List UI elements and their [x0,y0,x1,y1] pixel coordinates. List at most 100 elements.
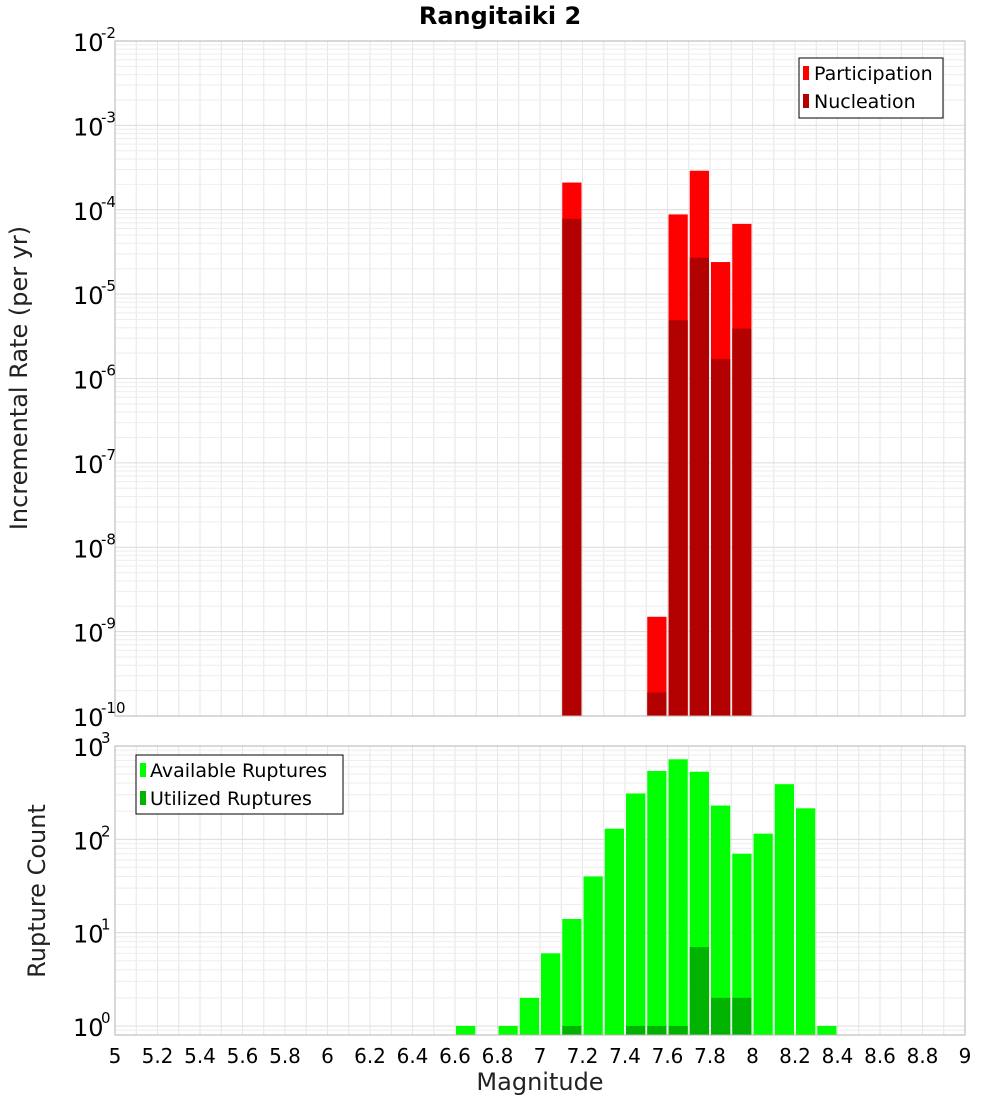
bar-utilized-ruptures-7.95 [732,997,752,1035]
svg-text:-5: -5 [101,277,116,295]
x-tick-label: 8.2 [779,1044,811,1068]
bar-available-ruptures-8.15 [774,784,794,1035]
svg-text:10: 10 [73,29,104,57]
y-tick-label: 10-3 [73,108,116,141]
bar-nucleation-7.95 [732,328,752,716]
svg-text:10: 10 [73,198,104,226]
svg-text:-3: -3 [101,108,116,126]
svg-text:10: 10 [73,535,104,563]
svg-text:10: 10 [73,367,104,395]
bar-available-ruptures-7.15 [562,919,582,1035]
legend-label-nucleation: Nucleation [814,91,916,113]
bar-nucleation-7.55 [647,692,667,716]
y-tick-label: 10-10 [73,699,126,732]
bar-nucleation-7.85 [711,359,731,716]
svg-text:10: 10 [73,921,104,949]
x-tick-label: 8 [746,1044,759,1068]
x-tick-label: 6.2 [354,1044,386,1068]
x-tick-label: 8.8 [907,1044,939,1068]
bar-participation-7.55 [647,616,667,716]
svg-text:3: 3 [101,729,111,747]
bar-available-ruptures-7.95 [732,853,752,1035]
bar-available-ruptures-7.45 [626,793,646,1035]
bar-nucleation-7.75 [689,257,709,716]
y-tick-label: 10-2 [73,24,116,57]
svg-text:10: 10 [73,451,104,479]
x-tick-label: 7.8 [694,1044,726,1068]
bar-available-ruptures-8.35 [817,1025,837,1035]
bar-utilized-ruptures-7.55 [647,1025,667,1035]
legend-swatch-nucleation [803,94,809,108]
x-tick-label: 8.4 [822,1044,854,1068]
svg-text:1: 1 [101,916,111,934]
svg-text:10: 10 [73,1014,104,1042]
y-tick-label: 10-5 [73,277,116,310]
bottom-y-axis-label: Rupture Count [23,804,51,978]
x-tick-label: 7.2 [567,1044,599,1068]
bar-utilized-ruptures-7.65 [668,1025,688,1035]
x-tick-label: 9 [959,1044,972,1068]
x-tick-label: 5 [109,1044,122,1068]
bar-nucleation-7.65 [668,320,688,716]
svg-text:0: 0 [101,1009,111,1027]
top-bars [562,170,752,717]
bar-available-ruptures-8.25 [796,808,816,1035]
x-tick-label: 7 [534,1044,547,1068]
top-plot-border [114,40,966,717]
bottom-legend-box [135,754,344,815]
svg-text:-6: -6 [101,362,116,380]
x-tick-label: 5.8 [269,1044,301,1068]
y-tick-label: 102 [73,822,111,855]
bar-available-ruptures-6.65 [456,1025,476,1035]
bar-available-ruptures-7.05 [541,953,561,1035]
svg-text:2: 2 [101,822,111,840]
x-tick-label: 5.4 [184,1044,216,1068]
svg-text:10: 10 [73,113,104,141]
legend-label-participation: Participation [814,63,933,85]
bottom-legend: Available Ruptures Utilized Ruptures [135,754,344,815]
bar-utilized-ruptures-7.15 [562,1025,582,1035]
y-tick-label: 10-4 [73,193,116,226]
bar-available-ruptures-7.85 [711,805,731,1035]
bar-nucleation-7.15 [562,218,582,716]
bar-available-ruptures-7.55 [647,770,667,1035]
chart-title: Rangitaiki 2 [419,2,581,30]
svg-text:10: 10 [73,282,104,310]
svg-text:-7: -7 [101,446,116,464]
bar-available-ruptures-7.35 [604,828,624,1035]
svg-text:-2: -2 [101,24,116,42]
x-tick-label: 6.8 [482,1044,514,1068]
bottom-plot-border [114,745,966,1036]
svg-text:-8: -8 [101,530,116,548]
x-tick-label: 5.6 [227,1044,259,1068]
bar-available-ruptures-7.65 [668,759,688,1035]
bar-available-ruptures-8.05 [753,833,773,1035]
x-tick-label: 7.6 [652,1044,684,1068]
x-tick-label: 6 [321,1044,334,1068]
top-legend-box [798,57,944,119]
svg-text:-10: -10 [101,699,126,717]
legend-swatch-participation [803,66,809,80]
bar-utilized-ruptures-7.75 [689,947,709,1035]
x-tick-label: 8.6 [864,1044,896,1068]
x-axis-label: Magnitude [476,1068,603,1096]
top-grid [114,40,966,717]
x-tick-label: 6.6 [439,1044,471,1068]
y-tick-label: 10-9 [73,615,116,648]
svg-text:-9: -9 [101,615,116,633]
svg-text:10: 10 [73,734,104,762]
bar-available-ruptures-6.95 [519,997,539,1035]
legend-swatch-utilized [140,791,146,805]
svg-text:10: 10 [73,827,104,855]
bar-available-ruptures-6.85 [498,1025,518,1035]
top-legend: Participation Nucleation [798,57,944,119]
bottom-x-ticks: 5 5.2 5.4 5.6 5.8 6 6.2 6.4 6.6 6.8 7 7.2 7.4 7.6 7.8 8… [109,1044,972,1068]
y-tick-label: 103 [73,729,111,762]
x-tick-label: 6.4 [397,1044,429,1068]
x-tick-label: 5.2 [142,1044,174,1068]
legend-swatch-available [140,763,146,777]
